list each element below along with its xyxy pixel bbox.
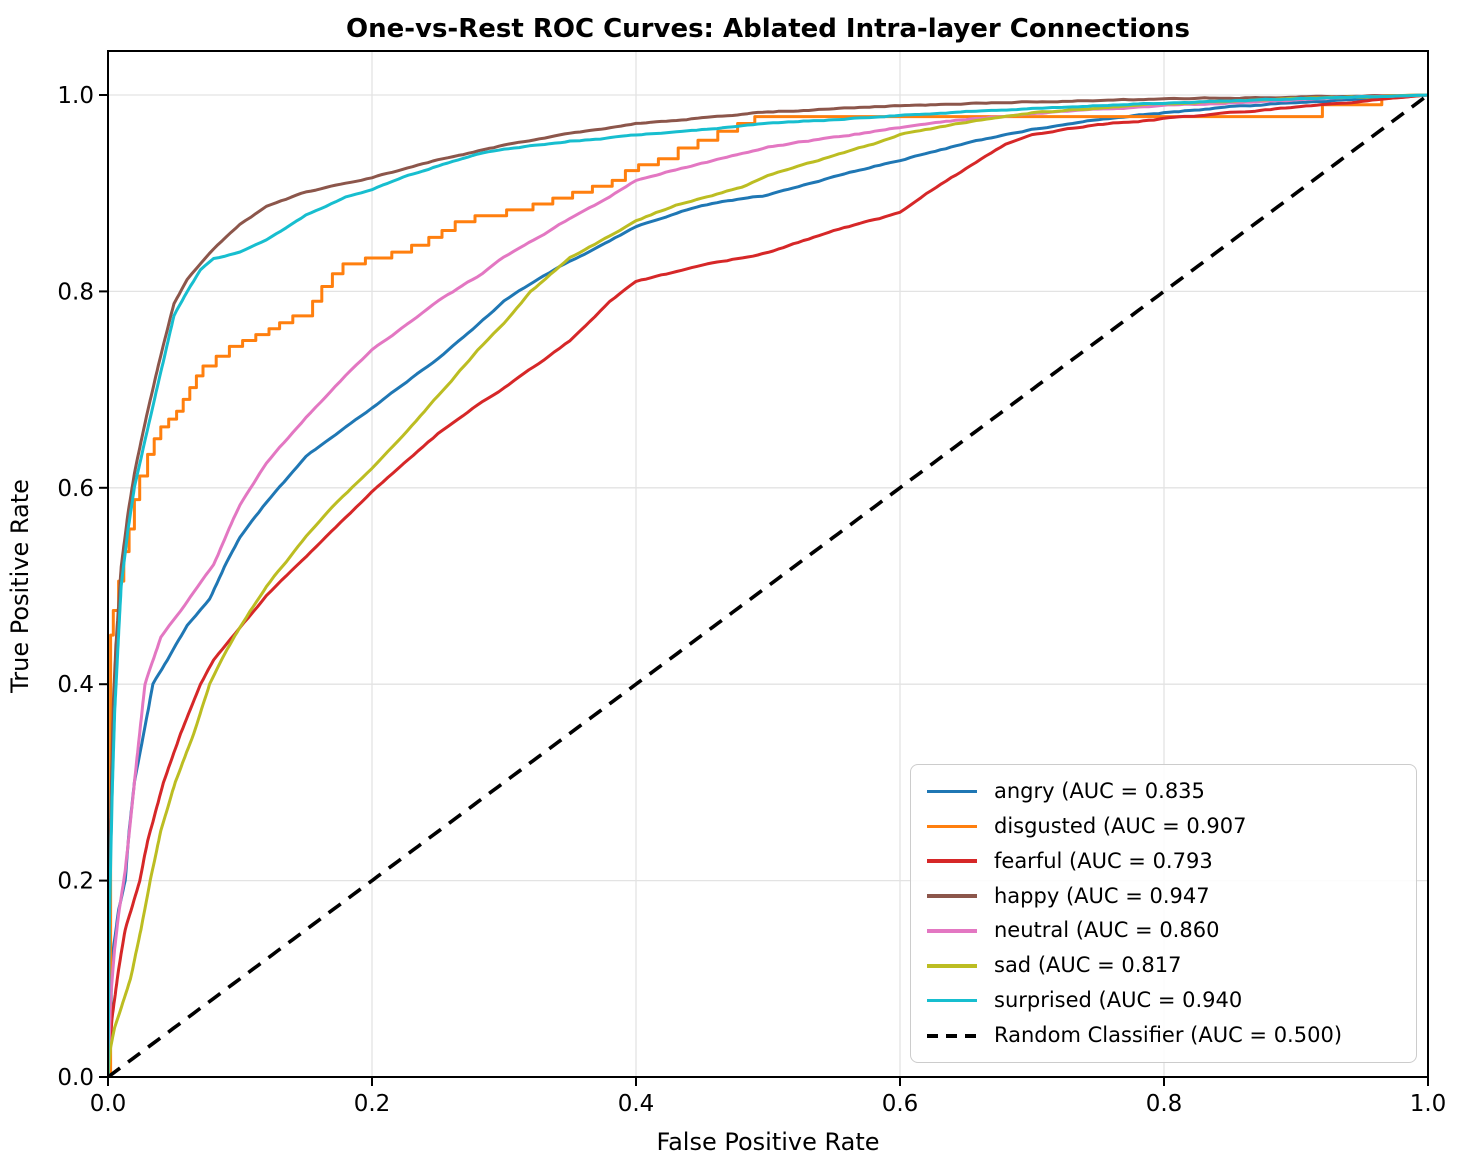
legend-label: fearful (AUC = 0.793 xyxy=(994,848,1213,873)
legend-item-neutral: neutral (AUC = 0.860 xyxy=(927,920,1406,941)
x-tick-label: 0.6 xyxy=(882,1091,919,1117)
legend-item-happy: happy (AUC = 0.947 xyxy=(927,883,1406,908)
legend-item-angry: angry (AUC = 0.835 xyxy=(927,778,1406,803)
legend-line-sample-disgusted xyxy=(927,824,977,829)
legend-line-sample-neutral xyxy=(927,929,977,933)
x-tick-label: 0.2 xyxy=(354,1091,391,1117)
x-tick-label: 0.4 xyxy=(618,1091,655,1117)
roc-curve-fearful xyxy=(107,93,1429,1078)
legend-label: neutral (AUC = 0.860 xyxy=(994,918,1220,943)
axis-ticks xyxy=(99,94,1429,1086)
legend-label: disgusted (AUC = 0.907 xyxy=(994,813,1247,838)
y-tick-label: 0.0 xyxy=(57,1065,94,1091)
legend-label: sad (AUC = 0.817 xyxy=(994,953,1182,978)
legend-label: angry (AUC = 0.835 xyxy=(994,778,1205,803)
y-axis-label: True Positive Rate xyxy=(6,479,34,694)
x-axis-label: False Positive Rate xyxy=(656,1128,879,1156)
roc-curve-neutral xyxy=(107,93,1429,1078)
legend-item-surprised: surprised (AUC = 0.940 xyxy=(927,990,1406,1011)
legend-item-random-classifier: Random Classifier (AUC = 0.500) xyxy=(927,1025,1406,1046)
x-tick-label: 0.0 xyxy=(90,1091,127,1117)
legend-label: Random Classifier (AUC = 0.500) xyxy=(994,1023,1343,1048)
x-tick-label: 1.0 xyxy=(1410,1091,1447,1117)
legend-line-sample-fearful xyxy=(927,859,977,863)
roc-curve-surprised xyxy=(107,93,1429,1077)
legend-line-sample-random-classifier xyxy=(927,1033,977,1038)
roc-curve-disgusted xyxy=(108,93,1429,1078)
legend-item-fearful: fearful (AUC = 0.793 xyxy=(927,848,1406,873)
x-tick-label: 0.8 xyxy=(1146,1091,1183,1117)
legend-item-disgusted: disgusted (AUC = 0.907 xyxy=(927,813,1406,838)
legend-line-sample-sad xyxy=(927,964,977,968)
legend-line-sample-angry xyxy=(927,789,977,794)
legend-item-sad: sad (AUC = 0.817 xyxy=(927,955,1406,976)
legend-line-sample-happy xyxy=(927,894,977,898)
y-tick-label: 0.6 xyxy=(57,476,94,502)
y-tick-label: 0.2 xyxy=(57,869,94,895)
axes-frame xyxy=(107,50,1429,1078)
y-tick-label: 0.8 xyxy=(57,279,94,305)
y-tick-label: 0.4 xyxy=(57,672,94,698)
y-tick-label: 1.0 xyxy=(57,83,94,109)
legend-label: surprised (AUC = 0.940 xyxy=(994,988,1243,1013)
legend: angry (AUC = 0.835 disgusted (AUC = 0.907… xyxy=(910,764,1417,1063)
roc-curves-layer xyxy=(107,93,1430,1078)
legend-label: happy (AUC = 0.947 xyxy=(994,883,1210,908)
chart-title: One-vs-Rest ROC Curves: Ablated Intra-la… xyxy=(346,14,1190,44)
tick-labels: 0.00.0 0.2 0.2 0.4 0.4 0.6 0.6 0.8 0.8 1.0 1.0 xyxy=(57,83,1446,1117)
legend-line-sample-surprised xyxy=(927,998,977,1003)
